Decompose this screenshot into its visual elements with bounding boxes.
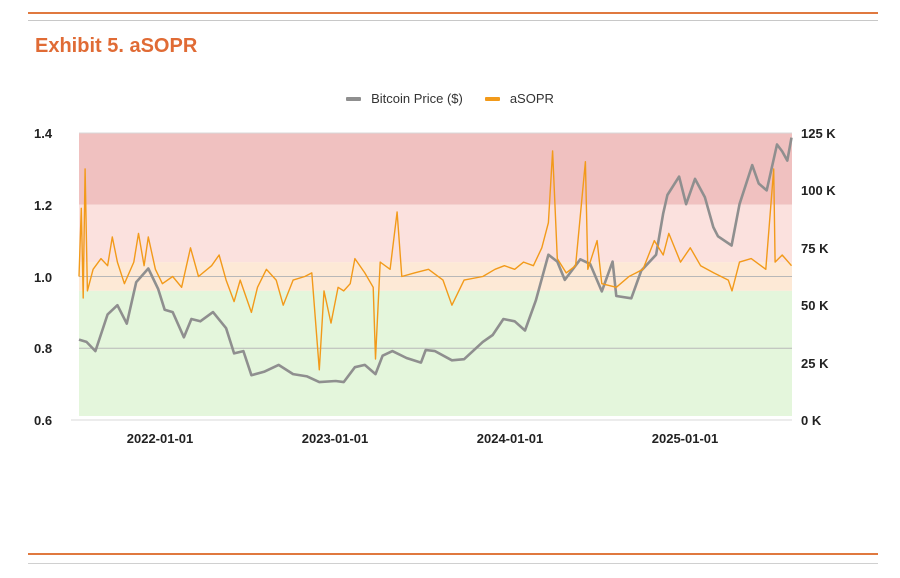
legend-swatch-asopr	[484, 96, 500, 101]
chart-legend: Bitcoin Price ($) aSOPR	[0, 91, 900, 106]
y-right-tick: 0 K	[801, 413, 822, 428]
band-green	[79, 290, 792, 416]
legend-label-asopr: aSOPR	[509, 91, 554, 106]
top-accent-rule	[28, 12, 878, 14]
asopr-line	[78, 150, 793, 371]
y-right-tick: 100 K	[801, 183, 836, 198]
y-right-tick: 75 K	[801, 241, 829, 256]
x-tick: 2024-01-01	[477, 431, 544, 446]
x-tick: 2023-01-01	[302, 431, 369, 446]
y-right-tick: 125 K	[801, 126, 836, 141]
y-left-tick: 0.8	[34, 341, 52, 356]
x-tick: 2025-01-01	[652, 431, 719, 446]
y-left-tick: 0.6	[34, 413, 52, 428]
band-pink	[79, 204, 792, 263]
legend-item-asopr[interactable]: aSOPR	[484, 91, 554, 106]
y-left-tick: 1.4	[34, 126, 53, 141]
exhibit-title: Exhibit 5. aSOPR	[35, 35, 198, 57]
y-left-tick: 1.0	[34, 270, 52, 285]
y-right-tick: 25 K	[801, 356, 829, 371]
legend-item-price[interactable]: Bitcoin Price ($)	[346, 91, 463, 106]
bottom-accent-rule	[28, 553, 878, 555]
band-red	[79, 133, 792, 205]
bottom-gray-rule	[28, 563, 878, 564]
legend-swatch-price	[346, 96, 362, 101]
y-left-tick: 1.2	[34, 198, 52, 213]
legend-label-price: Bitcoin Price ($)	[371, 91, 463, 106]
y-right-tick: 50 K	[801, 298, 829, 313]
x-tick: 2022-01-01	[127, 431, 194, 446]
top-gray-rule	[28, 20, 878, 21]
